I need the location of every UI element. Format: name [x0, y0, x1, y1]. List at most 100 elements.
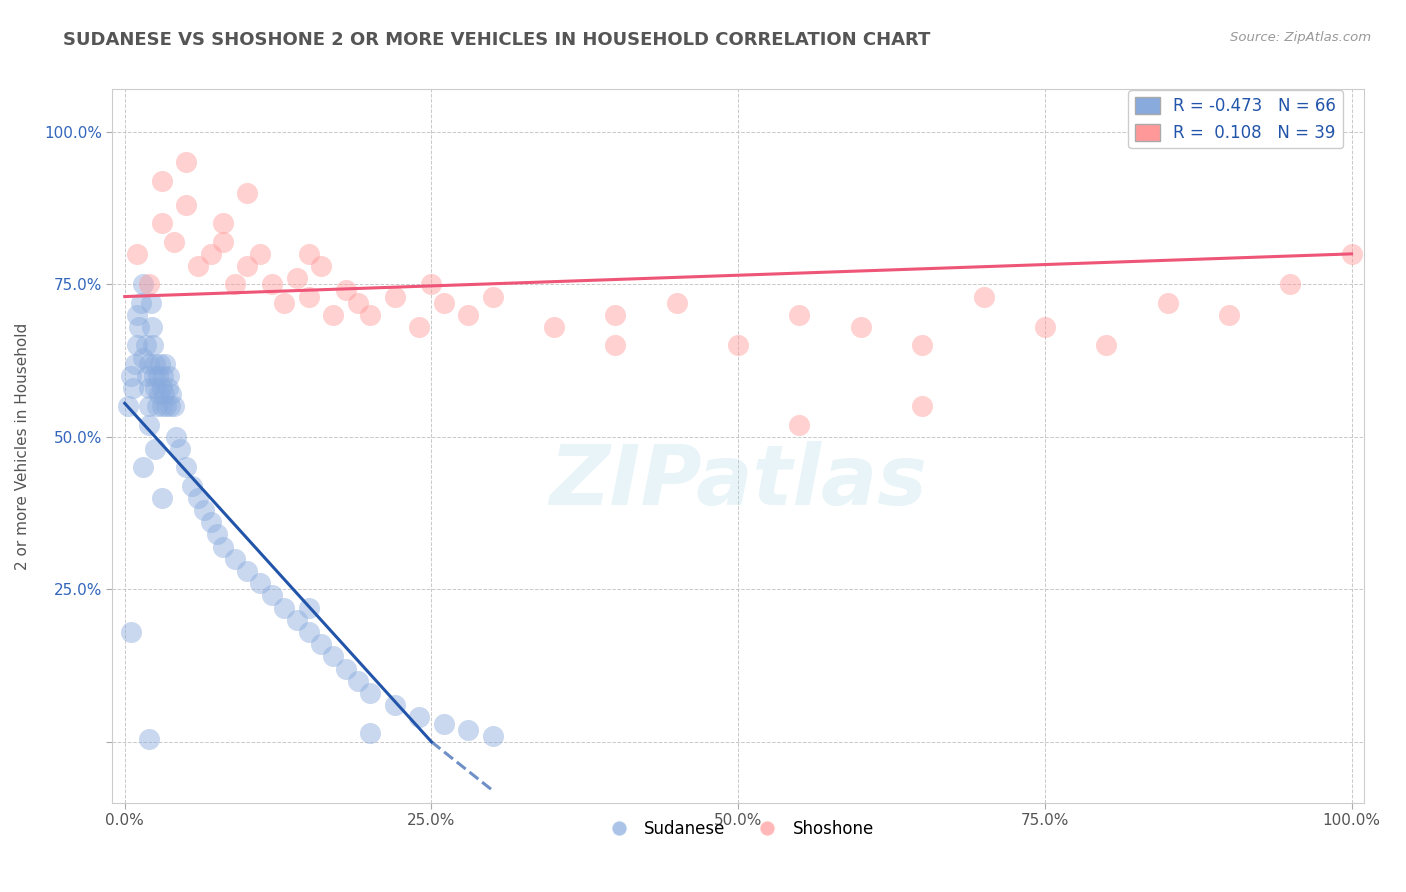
- Point: [125, 308, 148, 322]
- Point: [665, 295, 688, 310]
- Point: [1340, 247, 1362, 261]
- Point: [212, 540, 235, 554]
- Point: [150, 174, 173, 188]
- Point: [200, 247, 222, 261]
- Point: [132, 460, 155, 475]
- Point: [138, 417, 160, 432]
- Point: [236, 259, 259, 273]
- Point: [129, 295, 152, 310]
- Text: SUDANESE VS SHOSHONE 2 OR MORE VEHICLES IN HOUSEHOLD CORRELATION CHART: SUDANESE VS SHOSHONE 2 OR MORE VEHICLES …: [63, 31, 931, 49]
- Point: [120, 368, 142, 383]
- Point: [911, 400, 934, 414]
- Point: [132, 351, 155, 365]
- Point: [849, 320, 872, 334]
- Point: [163, 400, 186, 414]
- Point: [117, 400, 139, 414]
- Point: [150, 491, 173, 505]
- Point: [212, 216, 235, 230]
- Point: [911, 338, 934, 352]
- Point: [335, 662, 357, 676]
- Point: [224, 277, 246, 292]
- Point: [128, 320, 150, 334]
- Point: [139, 295, 162, 310]
- Point: [298, 600, 321, 615]
- Point: [298, 247, 321, 261]
- Point: [789, 308, 811, 322]
- Point: [224, 551, 246, 566]
- Point: [145, 381, 167, 395]
- Point: [249, 576, 271, 591]
- Point: [200, 515, 222, 529]
- Point: [384, 698, 406, 713]
- Point: [408, 320, 430, 334]
- Point: [145, 357, 167, 371]
- Point: [125, 338, 148, 352]
- Text: ZIPatlas: ZIPatlas: [550, 442, 927, 522]
- Point: [727, 338, 749, 352]
- Point: [212, 235, 235, 249]
- Point: [236, 186, 259, 200]
- Point: [347, 673, 370, 688]
- Point: [481, 729, 503, 743]
- Point: [187, 491, 209, 505]
- Point: [187, 259, 209, 273]
- Point: [457, 308, 479, 322]
- Point: [309, 259, 332, 273]
- Point: [153, 387, 176, 401]
- Point: [152, 368, 174, 383]
- Point: [142, 338, 165, 352]
- Point: [1218, 308, 1240, 322]
- Point: [322, 649, 344, 664]
- Point: [298, 625, 321, 640]
- Point: [605, 308, 627, 322]
- Point: [205, 527, 228, 541]
- Point: [1033, 320, 1056, 334]
- Point: [160, 387, 183, 401]
- Point: [169, 442, 191, 456]
- Point: [789, 417, 811, 432]
- Point: [260, 589, 283, 603]
- Point: [155, 400, 177, 414]
- Y-axis label: 2 or more Vehicles in Household: 2 or more Vehicles in Household: [15, 322, 30, 570]
- Point: [433, 716, 456, 731]
- Point: [285, 613, 308, 627]
- Point: [359, 725, 381, 739]
- Point: [156, 381, 179, 395]
- Point: [138, 357, 160, 371]
- Point: [145, 400, 167, 414]
- Point: [163, 235, 186, 249]
- Point: [408, 710, 430, 724]
- Point: [543, 320, 565, 334]
- Point: [146, 368, 169, 383]
- Point: [174, 155, 197, 169]
- Point: [132, 277, 155, 292]
- Point: [359, 308, 381, 322]
- Point: [1279, 277, 1302, 292]
- Point: [148, 387, 170, 401]
- Point: [135, 338, 157, 352]
- Point: [359, 686, 381, 700]
- Text: Source: ZipAtlas.com: Source: ZipAtlas.com: [1230, 31, 1371, 45]
- Point: [973, 289, 995, 303]
- Point: [174, 198, 197, 212]
- Point: [138, 381, 160, 395]
- Point: [141, 320, 163, 334]
- Point: [285, 271, 308, 285]
- Point: [457, 723, 479, 737]
- Point: [150, 216, 173, 230]
- Point: [384, 289, 406, 303]
- Point: [481, 289, 503, 303]
- Point: [150, 381, 173, 395]
- Point: [135, 368, 157, 383]
- Point: [150, 400, 173, 414]
- Point: [120, 625, 142, 640]
- Point: [322, 308, 344, 322]
- Point: [605, 338, 627, 352]
- Point: [138, 731, 160, 746]
- Point: [149, 357, 172, 371]
- Point: [236, 564, 259, 578]
- Point: [1156, 295, 1178, 310]
- Point: [1095, 338, 1118, 352]
- Point: [347, 295, 370, 310]
- Point: [165, 430, 187, 444]
